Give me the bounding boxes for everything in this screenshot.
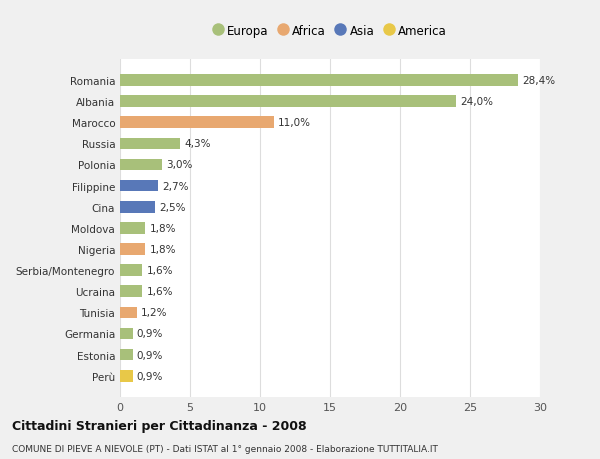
- Bar: [120, 349, 133, 361]
- Text: 4,3%: 4,3%: [184, 139, 211, 149]
- Text: 1,2%: 1,2%: [141, 308, 167, 318]
- Bar: [120, 328, 133, 340]
- Bar: [120, 96, 456, 108]
- Bar: [120, 202, 155, 213]
- Bar: [120, 307, 137, 319]
- Text: 24,0%: 24,0%: [460, 97, 493, 107]
- Bar: [120, 265, 142, 276]
- Text: 1,6%: 1,6%: [146, 265, 173, 275]
- Text: 11,0%: 11,0%: [278, 118, 311, 128]
- Bar: [120, 138, 180, 150]
- Text: 2,7%: 2,7%: [162, 181, 188, 191]
- Bar: [120, 159, 162, 171]
- Bar: [120, 223, 145, 234]
- Text: 28,4%: 28,4%: [522, 76, 555, 86]
- Text: 3,0%: 3,0%: [166, 160, 193, 170]
- Text: 0,9%: 0,9%: [137, 350, 163, 360]
- Text: 1,8%: 1,8%: [149, 245, 176, 254]
- Text: 2,5%: 2,5%: [159, 202, 186, 212]
- Text: 0,9%: 0,9%: [137, 329, 163, 339]
- Legend: Europa, Africa, Asia, America: Europa, Africa, Asia, America: [213, 25, 447, 38]
- Bar: [120, 244, 145, 255]
- Text: COMUNE DI PIEVE A NIEVOLE (PT) - Dati ISTAT al 1° gennaio 2008 - Elaborazione TU: COMUNE DI PIEVE A NIEVOLE (PT) - Dati IS…: [12, 444, 438, 453]
- Text: 1,8%: 1,8%: [149, 224, 176, 233]
- Bar: [120, 180, 158, 192]
- Text: 0,9%: 0,9%: [137, 371, 163, 381]
- Bar: [120, 75, 518, 87]
- Bar: [120, 370, 133, 382]
- Bar: [120, 286, 142, 297]
- Text: 1,6%: 1,6%: [146, 286, 173, 297]
- Text: Cittadini Stranieri per Cittadinanza - 2008: Cittadini Stranieri per Cittadinanza - 2…: [12, 420, 307, 432]
- Bar: [120, 117, 274, 129]
